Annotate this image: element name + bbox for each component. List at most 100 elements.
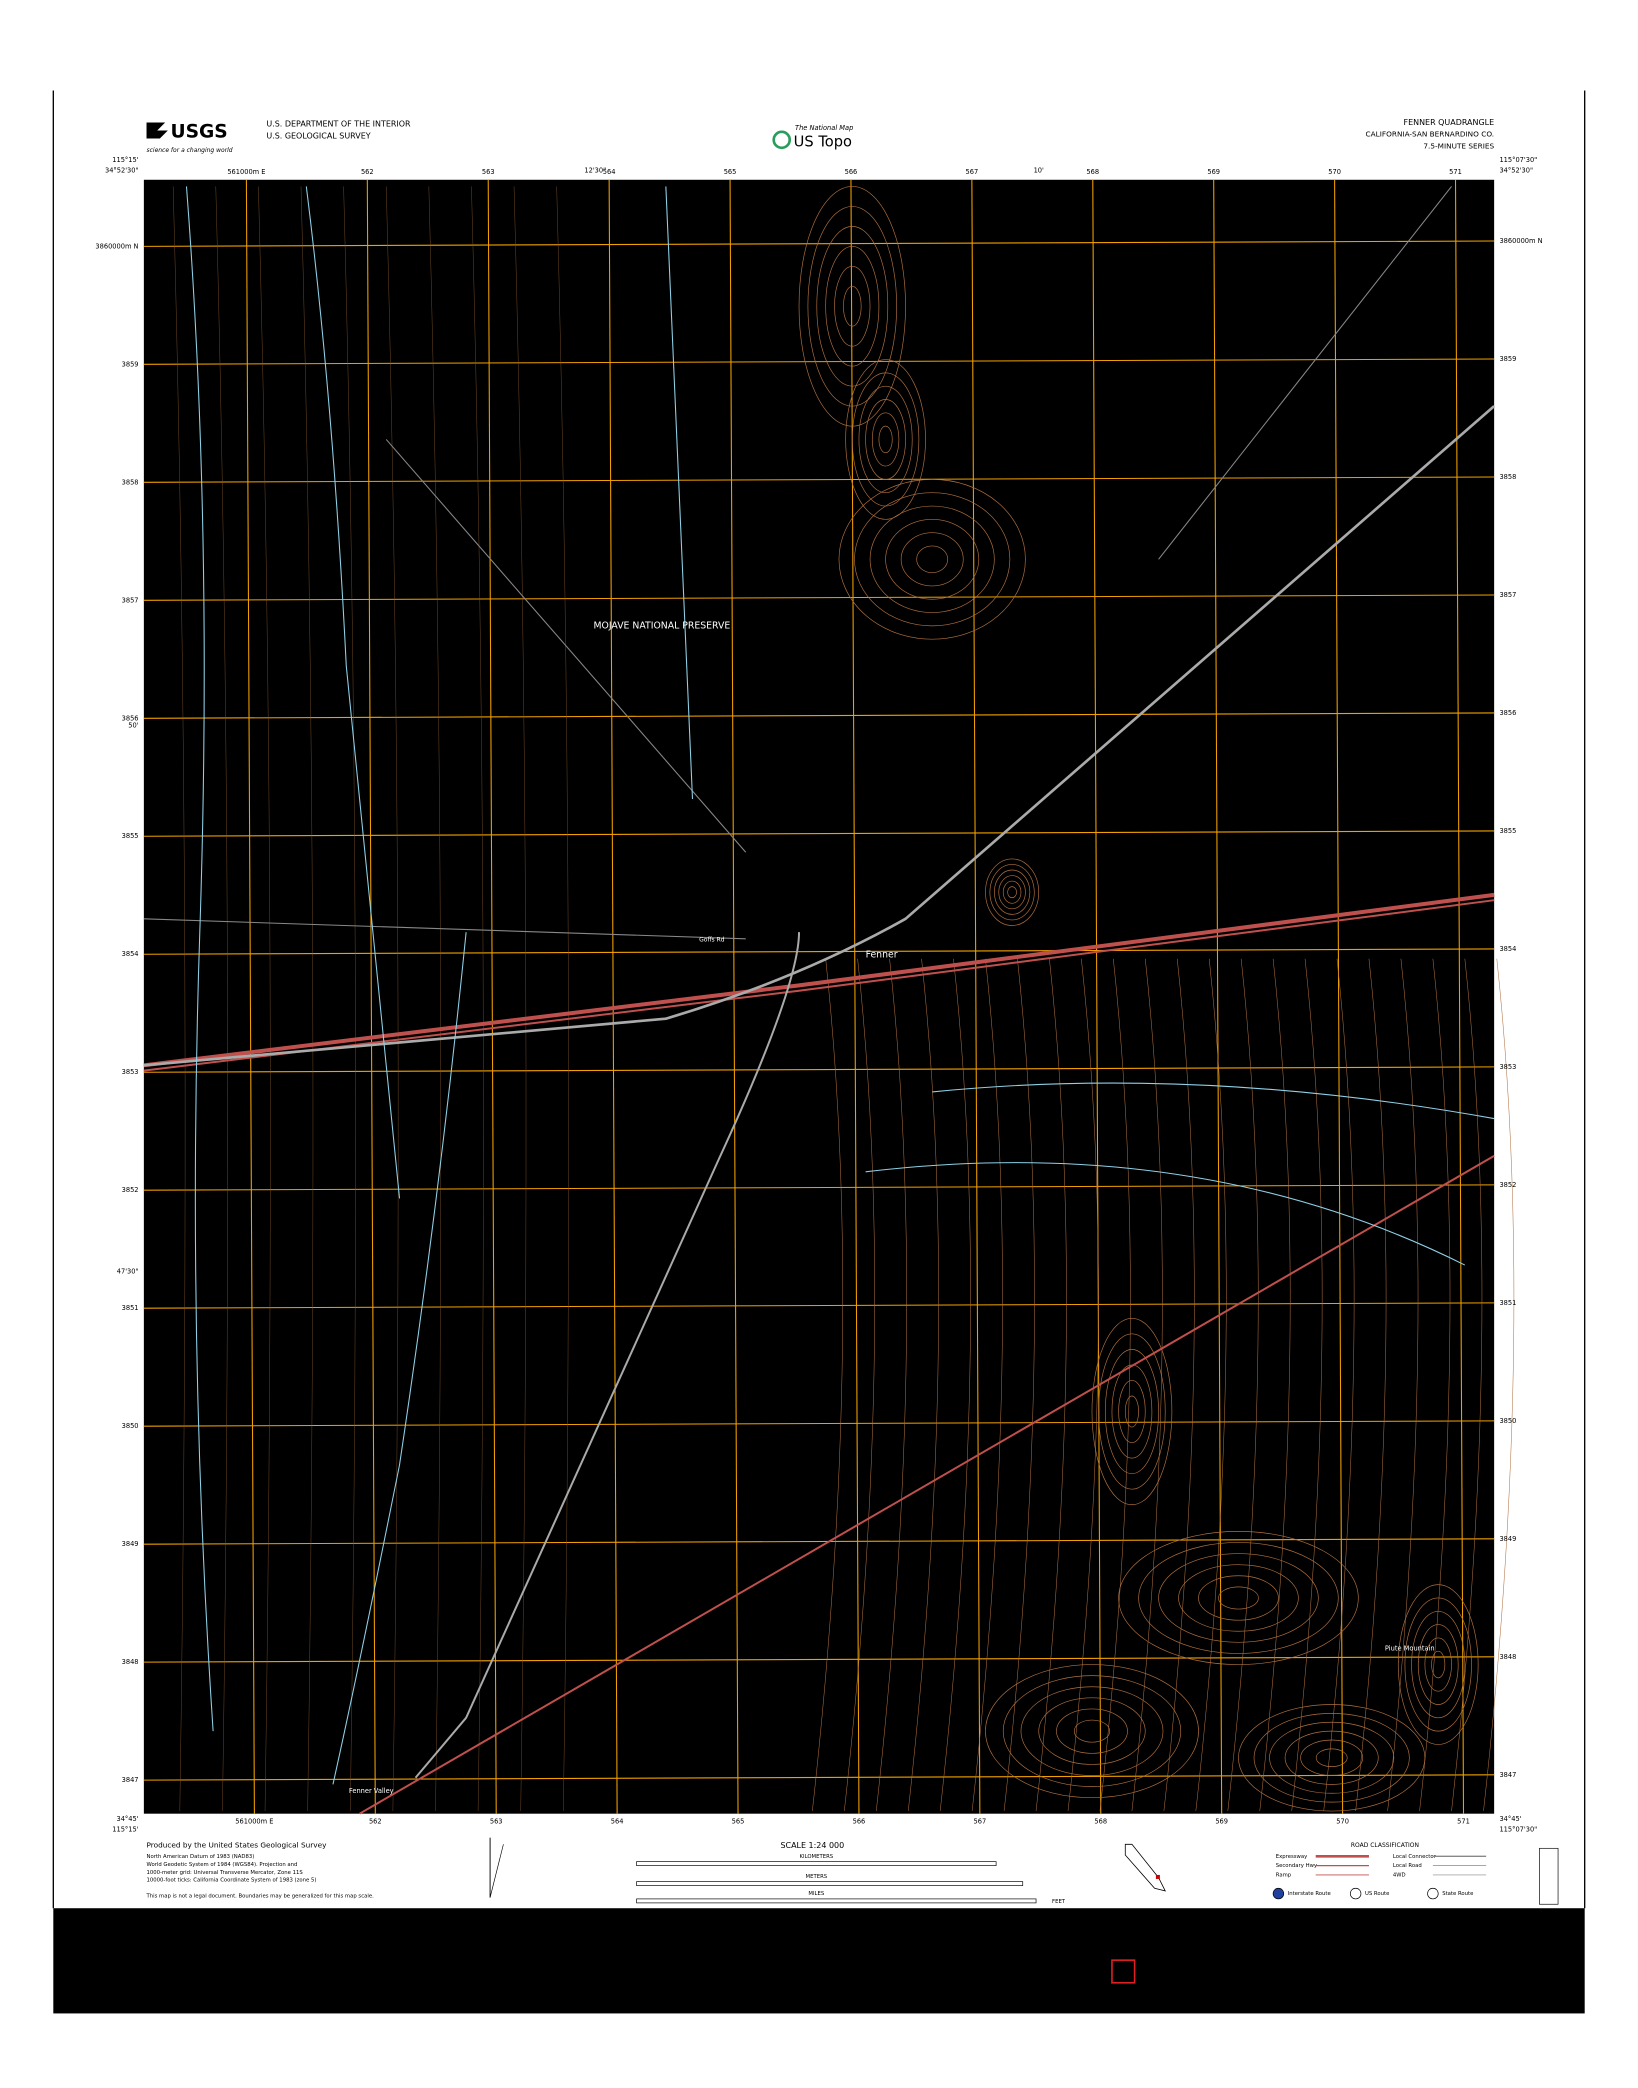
easting-label: 571 [1449, 168, 1462, 176]
northing-label: 3859 [1499, 355, 1516, 363]
contour [1038, 1697, 1146, 1765]
northing-label: 3850 [1499, 1417, 1516, 1425]
northing-label: 3854 [122, 950, 139, 958]
contour [1355, 958, 1387, 1812]
grid-line [245, 179, 255, 1814]
contour [939, 958, 971, 1812]
contour [1269, 1721, 1395, 1794]
northing-label: 3855 [1499, 827, 1516, 835]
contour [1073, 1719, 1111, 1743]
interstate-40-lane [143, 899, 1495, 1072]
contour [985, 1664, 1199, 1799]
route-shield [1349, 1887, 1362, 1900]
contour [993, 869, 1031, 915]
contour [971, 958, 1003, 1812]
contour [1131, 958, 1163, 1812]
contour [1091, 1317, 1173, 1506]
corner-label: 115°15' [112, 156, 138, 164]
contour [172, 186, 186, 1812]
northing-label: 3853 [1499, 1063, 1516, 1071]
north-arrow [489, 1837, 504, 1898]
contour [386, 186, 399, 1812]
easting-label: 570 [1328, 168, 1341, 176]
scale-unit: FEET [1052, 1899, 1066, 1905]
contour [1451, 958, 1483, 1812]
grid-line [143, 830, 1495, 837]
place-label: Piute Mountain [1385, 1645, 1435, 1653]
place-label: MOJAVE NATIONAL PRESERVE [593, 620, 730, 631]
quad-series: 7.5-MINUTE SERIES [1423, 141, 1494, 150]
contour [513, 186, 527, 1812]
place-label: Fenner [866, 949, 898, 960]
graticule-label: 12'30" [584, 166, 606, 174]
local-road [143, 918, 746, 940]
contour [1424, 1637, 1452, 1692]
contour [1218, 1586, 1259, 1610]
northing-label: 3848 [122, 1658, 139, 1666]
contour [854, 492, 1011, 627]
datum-note: World Geodetic System of 1984 (WGS84). P… [147, 1862, 298, 1868]
contour [816, 226, 889, 387]
easting-label: 568 [1094, 1818, 1107, 1826]
grid-line [143, 712, 1495, 719]
easting-label: 567 [966, 168, 979, 176]
grid-line [487, 179, 497, 1814]
contour [869, 505, 995, 613]
northing-label: 3858 [1499, 473, 1516, 481]
easting-label: 569 [1207, 168, 1220, 176]
usgs-logo: USGS science for a changing world [147, 121, 233, 154]
contour [343, 186, 356, 1812]
grid-line [143, 1420, 1495, 1427]
road-legend-label: Expressway [1276, 1854, 1308, 1860]
easting-label: 561000m E [235, 1818, 273, 1826]
quad-title: FENNER QUADRANGLE [1404, 118, 1495, 127]
contour [834, 265, 871, 347]
corner-label: 34°45' [116, 1815, 138, 1823]
secondary-highway [359, 1154, 1495, 1815]
road-label: Goffs Rd [699, 937, 725, 944]
contour [985, 858, 1040, 926]
grid-line [143, 358, 1495, 365]
highlight-box [1111, 1959, 1136, 1984]
contour [1002, 880, 1022, 904]
grid-line [143, 476, 1495, 483]
datum-note: 1000-meter grid: Universal Transverse Me… [147, 1870, 304, 1876]
datum-note: North American Datum of 1983 (NAD83) [147, 1854, 255, 1860]
northing-label: 3856 [122, 714, 139, 722]
logo-mark [146, 122, 168, 139]
contour [1003, 958, 1035, 1812]
grid-line [143, 1774, 1495, 1781]
grid-line [143, 1066, 1495, 1073]
datum-note: 10000-foot ticks: California Coordinate … [147, 1878, 317, 1884]
northing-label: 3854 [1499, 945, 1516, 953]
contour [1284, 1730, 1379, 1785]
northing-label: 3856 [1499, 709, 1516, 717]
easting-label: 563 [490, 1818, 503, 1826]
graticule-label: 47'30" [117, 1268, 139, 1276]
legal-note: This map is not a legal document. Bounda… [146, 1894, 375, 1900]
northing-label: 3852 [122, 1186, 139, 1194]
easting-label: 566 [845, 168, 858, 176]
graticule-labels: 115°15' 34°52'30" 115°07'30" 34°52'30" 3… [105, 156, 1537, 1834]
contour [1104, 1349, 1159, 1475]
route-shield [1272, 1887, 1285, 1900]
contour [1098, 1333, 1166, 1490]
producer: Produced by the United States Geological… [147, 1841, 328, 1850]
scale-unit: MILES [808, 1891, 824, 1897]
easting-label: 570 [1336, 1818, 1349, 1826]
contour [1007, 886, 1017, 899]
easting-label: 562 [369, 1818, 382, 1826]
bottom-band [53, 1908, 1585, 2014]
easting-label: 565 [732, 1818, 745, 1826]
northing-label: 3847 [1499, 1771, 1516, 1779]
contour [844, 958, 876, 1812]
easting-label: 567 [974, 1818, 987, 1826]
easting-label: 561000m E [227, 168, 265, 176]
contour [1002, 1675, 1182, 1787]
easting-label: 564 [611, 1818, 624, 1826]
contour [865, 399, 906, 480]
barcode [1539, 1847, 1559, 1905]
contour [825, 246, 880, 367]
local-road [414, 932, 801, 1779]
